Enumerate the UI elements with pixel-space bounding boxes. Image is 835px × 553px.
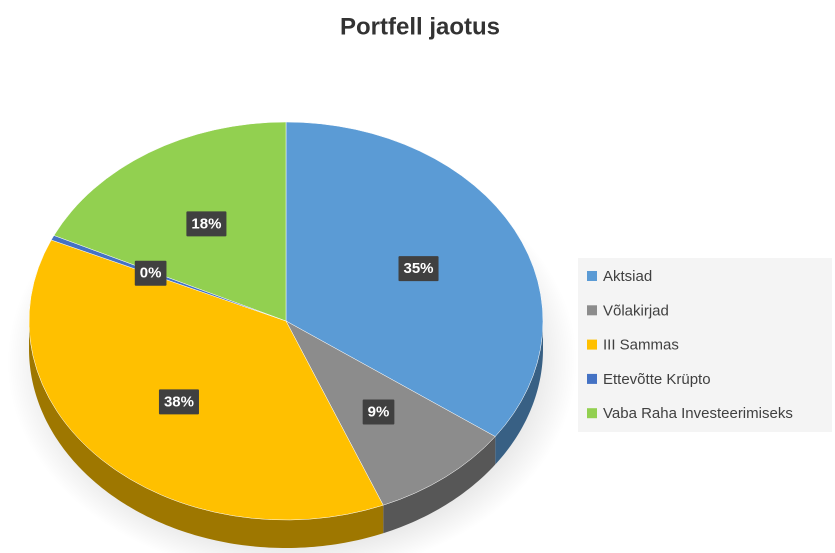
legend-swatch [587,373,597,384]
legend-swatch [587,271,597,281]
legend-label: Ettevõtte Krüpto [603,371,711,388]
legend-label: Aktsiad [603,268,652,285]
legend-swatch [587,305,597,316]
slice-side [383,436,496,534]
data-label-box [134,260,167,286]
legend-swatch [587,339,597,350]
data-label-box [362,399,395,425]
legend-box [578,258,832,432]
data-label: 0% [140,265,162,282]
data-label: 18% [191,215,221,232]
data-label-box [398,256,439,282]
data-label: 35% [404,260,434,277]
slice-side [29,321,384,548]
chart-title: Portfell jaotus [340,13,500,40]
legend-label: Vaba Raha Investeerimiseks [603,405,793,422]
data-label: 38% [164,393,194,410]
legend-label: Võlakirjad [603,302,669,319]
slice-side [495,321,543,465]
data-label: 9% [368,403,390,420]
legend-label: III Sammas [603,337,679,354]
data-label-box [186,211,227,237]
data-label-box [158,389,199,415]
slice [53,121,287,322]
legend-swatch [587,408,597,419]
slice [28,239,384,521]
